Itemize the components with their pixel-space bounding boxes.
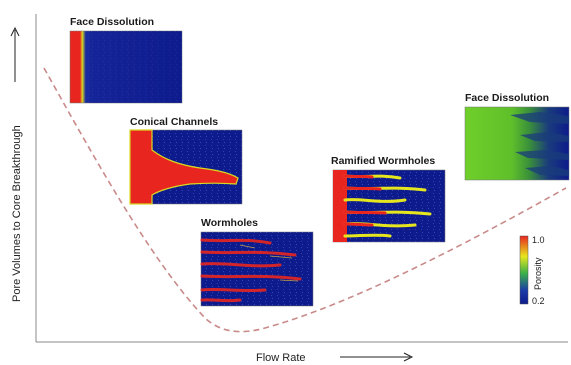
breakthrough-curve <box>43 67 567 333</box>
y-axis-title-group: Pore Volumes to Core Breakthrough <box>10 26 23 302</box>
panel-wormholes: Wormholes <box>200 217 314 307</box>
panel-title-face-dissolution-low: Face Dissolution <box>70 16 154 28</box>
panel-face-dissolution-low: Face Dissolution <box>69 16 183 104</box>
y-axis-title: Pore Volumes to Core Breakthrough <box>11 125 23 302</box>
axes <box>35 14 568 343</box>
colorbar-max: 1.0 <box>532 235 545 245</box>
panel-title-face-dissolution-high: Face Dissolution <box>465 92 549 104</box>
panel-face-dissolution-high: Face Dissolution <box>464 92 570 181</box>
x-axis-title-group: Flow Rate <box>256 352 414 364</box>
y-axis-arrow-head <box>10 26 20 37</box>
panel-title-wormholes: Wormholes <box>201 217 258 229</box>
x-axis-title: Flow Rate <box>256 352 306 364</box>
colorbar-gradient <box>519 235 529 305</box>
colorbar-label: Porosity <box>533 257 543 290</box>
panel-conical-channels: Conical Channels <box>129 116 243 205</box>
wormholes-image <box>200 231 314 307</box>
ramified-wormholes-image <box>332 169 446 243</box>
x-axis-arrow-head <box>403 352 414 362</box>
panel-ramified-wormholes: Ramified Wormholes <box>331 155 446 243</box>
panel-title-conical-channels: Conical Channels <box>130 116 218 128</box>
panel-title-ramified-wormholes: Ramified Wormholes <box>331 155 435 167</box>
porosity-colorbar: 1.0 0.2 Porosity <box>519 235 545 306</box>
colorbar-min: 0.2 <box>532 296 545 306</box>
